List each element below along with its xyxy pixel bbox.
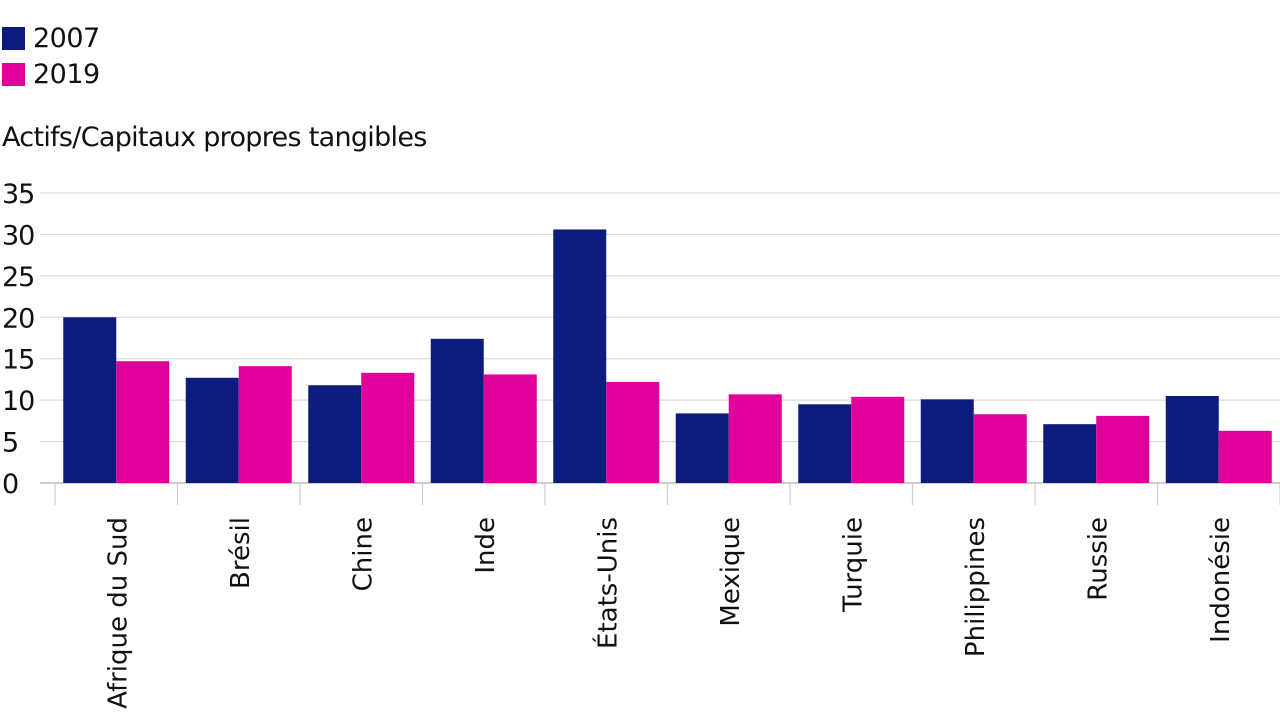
bar-2007-0 — [63, 317, 117, 483]
bar-2007-8 — [1043, 424, 1097, 483]
bar-2007-1 — [185, 377, 239, 483]
x-tick-label: Indonésie — [1206, 517, 1236, 643]
bar-2007-9 — [1165, 396, 1219, 483]
bar-2007-5 — [675, 413, 729, 483]
bar-2019-7 — [973, 414, 1027, 483]
legend-swatch-2019 — [2, 62, 25, 86]
legend-entry-2019: 2019 — [2, 56, 100, 92]
y-tick-label: 5 — [2, 428, 18, 459]
x-tick-label: Philippines — [961, 517, 991, 657]
y-axis-title: Actifs/Capitaux propres tangibles — [2, 122, 427, 153]
y-tick-label: 35 — [2, 179, 34, 210]
bar-2019-2 — [361, 372, 415, 483]
bar-2007-3 — [430, 338, 484, 483]
bar-2007-2 — [308, 385, 362, 483]
x-tick-label: Turquie — [838, 517, 868, 613]
x-tick-label: Inde — [471, 517, 501, 574]
y-tick-label: 20 — [2, 303, 34, 334]
x-tick-label: Afrique du Sud — [103, 517, 133, 709]
legend-swatch-2007 — [2, 26, 25, 50]
y-tick-label: 25 — [2, 262, 34, 293]
y-tick-label: 15 — [2, 345, 34, 376]
bar-2007-7 — [920, 399, 974, 483]
bar-2019-6 — [851, 396, 905, 483]
legend-label-2007: 2007 — [33, 22, 100, 54]
bar-2019-0 — [116, 361, 170, 483]
bar-2019-9 — [1218, 430, 1272, 483]
bar-2019-3 — [483, 374, 537, 483]
legend-label-2019: 2019 — [33, 58, 100, 90]
legend: 2007 2019 — [2, 20, 100, 92]
x-tick-label: États-Unis — [591, 517, 623, 649]
bar-2019-5 — [728, 394, 782, 483]
bar-2007-4 — [553, 229, 607, 483]
x-tick-label: Chine — [348, 517, 378, 591]
legend-entry-2007: 2007 — [2, 20, 100, 56]
y-tick-label: 30 — [2, 220, 34, 251]
y-tick-label: 10 — [2, 386, 34, 417]
y-tick-label: 0 — [2, 469, 18, 500]
bar-2019-4 — [606, 381, 660, 483]
bar-2007-6 — [798, 404, 852, 483]
bar-2019-8 — [1096, 415, 1150, 483]
x-tick-label: Mexique — [716, 517, 746, 627]
x-tick-label: Brésil — [226, 517, 256, 589]
bar-2019-1 — [238, 366, 292, 483]
x-tick-label: Russie — [1083, 517, 1113, 601]
